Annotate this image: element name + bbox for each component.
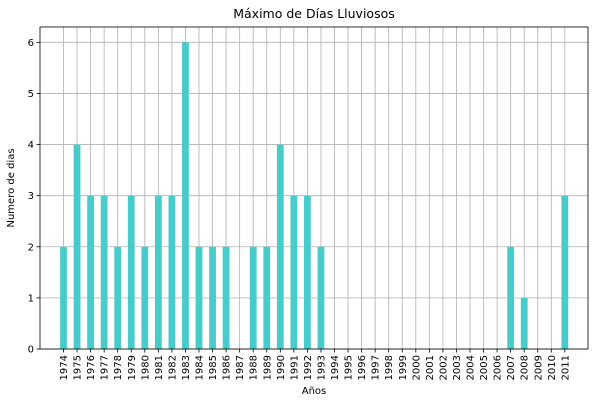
x-tick-label: 1978 [113,355,124,380]
x-tick-label: 1986 [222,355,233,380]
bar-1992 [304,196,311,349]
x-tick-label: 2007 [506,355,517,380]
bar-1983 [182,42,189,349]
x-tick-label: 1985 [208,355,219,380]
bar-1976 [87,196,94,349]
x-tick-label: 1975 [73,355,84,380]
bar-1982 [169,196,176,349]
y-tick-label: 0 [28,345,34,356]
bar-2011 [561,196,568,349]
y-tick-label: 5 [28,89,34,100]
bar-1989 [263,247,270,349]
x-tick-label: 2009 [533,355,544,380]
chart-title: Máximo de Días Lluviosos [233,6,395,21]
bar-1986 [223,247,230,349]
x-tick-label: 1981 [154,355,165,380]
x-tick-label: 2005 [479,355,490,380]
x-tick-label: 2006 [493,355,504,380]
x-tick-label: 1982 [167,355,178,380]
y-tick-label: 3 [28,191,34,202]
y-tick-label: 6 [28,38,34,49]
bar-1981 [155,196,162,349]
x-tick-label: 2003 [452,355,463,380]
bar-1993 [318,247,325,349]
y-tick-label: 4 [28,140,34,151]
bar-1977 [101,196,108,349]
x-tick-label: 1995 [344,355,355,380]
x-tick-label: 2004 [466,355,477,380]
bar-1978 [114,247,121,349]
x-tick-label: 1984 [195,355,206,380]
y-tick-label: 2 [28,242,34,253]
x-tick-label: 1991 [289,355,300,380]
x-tick-label: 2008 [520,355,531,380]
bar-1985 [209,247,216,349]
x-tick-label: 1987 [235,355,246,380]
x-tick-label: 1989 [262,355,273,380]
bar-2007 [507,247,514,349]
x-tick-label: 2011 [560,355,571,380]
bar-2008 [521,298,528,349]
x-tick-label: 1988 [249,355,260,380]
bar-1974 [60,247,67,349]
bar-1990 [277,145,284,349]
x-tick-label: 1983 [181,355,192,380]
x-tick-label: 2010 [547,355,558,380]
x-tick-label: 1974 [59,355,70,380]
x-tick-label: 1997 [371,355,382,380]
x-tick-label: 1999 [398,355,409,380]
x-tick-label: 1998 [384,355,395,380]
bar-1979 [128,196,135,349]
bar-1975 [74,145,81,349]
bar-1984 [196,247,203,349]
y-tick-label: 1 [28,293,34,304]
x-tick-label: 1996 [357,355,368,380]
x-tick-label: 1976 [86,355,97,380]
x-tick-label: 1994 [330,355,341,380]
bar-1988 [250,247,257,349]
x-tick-label: 1990 [276,355,287,380]
x-tick-label: 1992 [303,355,314,380]
x-tick-label: 1993 [316,355,327,380]
x-tick-label: 2000 [411,355,422,380]
x-tick-label: 1979 [127,355,138,380]
y-axis-label: Numero de dias [6,148,17,227]
x-axis-label: Años [302,386,327,397]
x-tick-label: 1977 [100,355,111,380]
x-tick-label: 2002 [438,355,449,380]
bar-1991 [290,196,297,349]
x-tick-label: 1980 [140,355,151,380]
x-tick-label: 2001 [425,355,436,380]
bar-1980 [141,247,148,349]
